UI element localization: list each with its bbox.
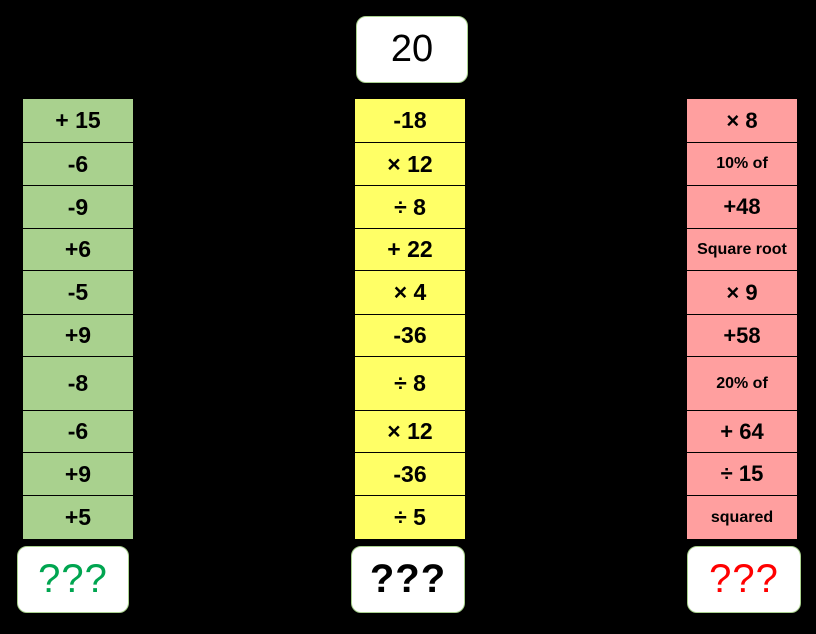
red-operations-column: × 8 10% of +48 Square root × 9 +58 20% o… (687, 99, 797, 539)
yellow-step-5: × 4 (355, 271, 465, 315)
red-step-10: squared (687, 496, 797, 539)
green-step-8: -6 (23, 411, 133, 453)
yellow-step-3: ÷ 8 (355, 186, 465, 229)
red-step-2: 10% of (687, 143, 797, 186)
yellow-answer-box: ??? (351, 546, 465, 613)
red-step-1: × 8 (687, 99, 797, 143)
green-step-7: -8 (23, 357, 133, 411)
yellow-step-2: × 12 (355, 143, 465, 186)
green-step-3: -9 (23, 186, 133, 229)
red-answer-box: ??? (687, 546, 801, 613)
green-step-10: +5 (23, 496, 133, 539)
yellow-step-9: -36 (355, 453, 465, 496)
green-step-2: -6 (23, 143, 133, 186)
red-step-6: +58 (687, 315, 797, 357)
yellow-step-4: + 22 (355, 229, 465, 271)
green-operations-column: + 15 -6 -9 +6 -5 +9 -8 -6 +9 +5 (23, 99, 133, 539)
start-number-box: 20 (356, 16, 468, 83)
yellow-step-1: -18 (355, 99, 465, 143)
green-step-9: +9 (23, 453, 133, 496)
green-step-6: +9 (23, 315, 133, 357)
yellow-operations-column: -18 × 12 ÷ 8 + 22 × 4 -36 ÷ 8 × 12 -36 ÷… (355, 99, 465, 539)
yellow-step-7: ÷ 8 (355, 357, 465, 411)
green-step-1: + 15 (23, 99, 133, 143)
red-step-5: × 9 (687, 271, 797, 315)
yellow-step-8: × 12 (355, 411, 465, 453)
green-step-5: -5 (23, 271, 133, 315)
red-step-9: ÷ 15 (687, 453, 797, 496)
red-step-8: + 64 (687, 411, 797, 453)
yellow-step-10: ÷ 5 (355, 496, 465, 539)
green-step-4: +6 (23, 229, 133, 271)
red-step-7: 20% of (687, 357, 797, 411)
red-step-4: Square root (687, 229, 797, 271)
green-answer-box: ??? (17, 546, 129, 613)
yellow-step-6: -36 (355, 315, 465, 357)
red-step-3: +48 (687, 186, 797, 229)
